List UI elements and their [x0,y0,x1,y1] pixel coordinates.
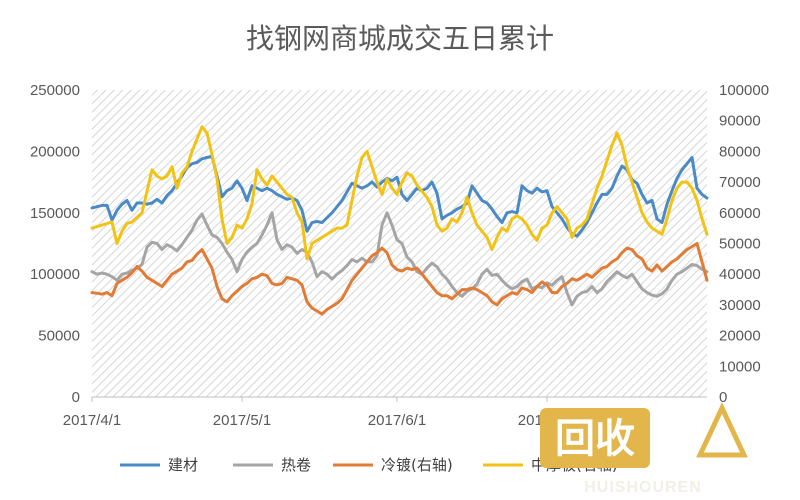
series-line-3 [90,125,709,261]
right-axis-tick-label: 10000 [719,358,761,375]
left-axis-tick-label: 200000 [30,143,80,160]
left-axis-tick-label: 250000 [30,82,80,99]
right-axis-tick-label: 100000 [719,82,769,99]
series-layer [90,125,709,316]
series-line-1 [90,211,709,307]
watermark-mark-icon [696,402,748,458]
series-line-2 [90,242,709,316]
right-axis-tick-label: 80000 [719,143,761,160]
watermark-sub-text: HUISHOUREN [584,479,702,496]
legend-label: 建材 [168,456,198,474]
x-axis-tick-label: 2017/4/1 [63,412,121,429]
x-axis-tick-label: 2017/5/1 [213,412,271,429]
left-axis-tick-label: 100000 [30,266,80,283]
watermark-logo-box [540,408,650,468]
right-axis-tick-label: 20000 [719,328,761,345]
legend-label: 冷镀(右轴) [381,456,453,474]
x-axis-tick-label: 2017/6/1 [368,412,426,429]
watermark: 回收 HUISHOUREN [540,402,748,496]
left-axis-tick-label: 0 [72,389,80,406]
right-axis-tick-label: 60000 [719,205,761,222]
chart-title: 找钢网商城成交五日累计 [246,22,554,55]
right-axis-tick-label: 40000 [719,266,761,283]
left-axis-tick-label: 150000 [30,205,80,222]
right-axis-tick-label: 70000 [719,174,761,191]
left-axis-ticks: 0 50000 100000 150000 200000 250000 [30,82,80,406]
right-axis-tick-label: 0 [719,389,727,406]
watermark-logo-text: 回收 [555,416,635,462]
right-axis-tick-label: 50000 [719,236,761,253]
left-axis-tick-label: 50000 [38,328,80,345]
right-axis-tick-label: 90000 [719,113,761,130]
legend-label: 热卷 [281,456,311,474]
right-axis-tick-label: 30000 [719,297,761,314]
right-axis-ticks: 0 10000 20000 30000 40000 50000 60000 70000 8000… [719,82,769,406]
